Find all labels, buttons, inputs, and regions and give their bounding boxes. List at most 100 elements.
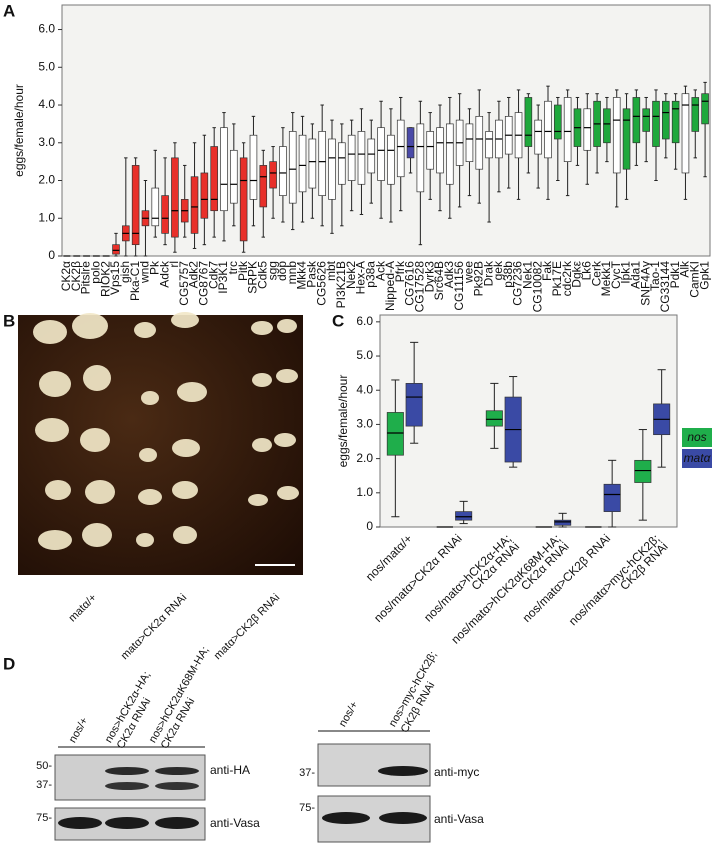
x-tick-label: Adck — [157, 260, 171, 288]
box — [436, 127, 444, 174]
box — [544, 100, 552, 159]
box — [269, 161, 277, 189]
box — [642, 108, 650, 132]
x-tick-label: Pfrk — [393, 260, 407, 282]
box — [416, 123, 425, 193]
x-tick-label: Adk3 — [442, 261, 456, 289]
box — [298, 134, 307, 193]
x-tick-label: CG11156 — [452, 261, 466, 311]
x-tick-label: Alk — [678, 260, 692, 278]
y-tick-label: 5.0 — [38, 59, 55, 73]
box — [455, 511, 473, 521]
y-tick-label: 3.0 — [356, 417, 373, 431]
y-axis-title: eggs/female/hour — [336, 375, 350, 468]
x-tick-label: Dyrk3 — [422, 261, 436, 293]
x-tick-label: mnb — [285, 261, 299, 285]
box — [701, 93, 709, 125]
box — [131, 165, 140, 246]
x-tick-label: trc — [226, 261, 240, 274]
x-tick-label: nos/matα>myc-hCK2β; — [566, 531, 663, 628]
lane-label: nos/+ — [337, 699, 361, 729]
band — [155, 817, 199, 829]
x-tick-label: p38a — [363, 261, 377, 288]
box — [554, 104, 562, 140]
x-tick-label: p38b — [501, 261, 515, 288]
x-tick-label: gek — [491, 260, 505, 280]
y-tick-label: 5.0 — [356, 348, 373, 362]
marker: 75- — [36, 812, 52, 824]
band — [155, 782, 199, 790]
band — [105, 817, 149, 829]
plot-area — [379, 314, 678, 528]
box — [475, 115, 484, 170]
y-axis-title: eggs/female/hour — [12, 84, 26, 177]
box — [524, 97, 533, 147]
box — [239, 157, 248, 242]
box — [386, 412, 404, 456]
x-tick-label: dop — [275, 261, 289, 281]
x-tick-label: CG5757 — [177, 261, 191, 306]
x-tick-label: SRPK — [246, 261, 260, 294]
box — [671, 100, 680, 144]
x-tick-label: nos/matα/+ — [363, 531, 415, 583]
x-tick-label: Hex-A — [354, 261, 368, 294]
box — [406, 127, 415, 159]
x-tick-label: CK2α — [59, 261, 73, 291]
legend-swatch — [682, 428, 712, 447]
lane-labels: nos/+ nos>hCK2α-HA; CK2α RNAi nos>hCK2αK… — [67, 645, 212, 751]
x-tick-label: Lk6 — [579, 261, 593, 281]
band — [105, 767, 149, 775]
band — [105, 782, 149, 790]
box — [200, 172, 209, 219]
box — [622, 108, 631, 170]
x-tick-label: gish — [118, 261, 132, 283]
x-tick-label: Cdk7 — [206, 261, 220, 289]
x-tick-label: Fak — [540, 260, 554, 281]
box — [318, 131, 326, 196]
box — [328, 138, 336, 200]
x-tick-label: Src64B — [432, 261, 446, 300]
legend-label: nos — [687, 430, 706, 444]
box — [220, 127, 228, 212]
marker: 37- — [36, 779, 52, 791]
x-tick-label: Pk17E — [550, 261, 564, 296]
band — [58, 817, 102, 829]
y-tick-label: 1.0 — [38, 210, 55, 224]
panel-letter: A — [3, 1, 15, 20]
y-tick-label: 4.0 — [356, 382, 373, 396]
box — [426, 131, 434, 170]
x-tick-label: CG17528 — [413, 261, 427, 313]
blot — [317, 743, 431, 787]
band — [155, 767, 199, 775]
panel-letter: C — [332, 311, 344, 330]
antibody: anti-Vasa — [210, 816, 260, 830]
band — [322, 812, 370, 824]
sample-label: matα>CK2β RNAi — [212, 592, 282, 662]
box — [465, 123, 474, 162]
box — [338, 142, 346, 185]
x-tick-label: Pask — [305, 260, 319, 288]
x-tick-label: Ipk1 — [619, 261, 633, 284]
y-tick-label: 6.0 — [38, 22, 55, 36]
y-tick-label: 6.0 — [356, 314, 373, 328]
box — [446, 123, 454, 185]
box — [485, 410, 503, 427]
sample-label: matα>CK2α RNAi — [119, 592, 189, 662]
box — [151, 187, 160, 227]
box — [161, 195, 169, 234]
antibody: anti-Vasa — [434, 812, 484, 826]
legend-swatch — [682, 449, 712, 468]
photo — [18, 312, 303, 575]
x-tick-label: Cerk — [589, 260, 603, 286]
x-tick-label: CG5626 — [314, 261, 328, 306]
box — [171, 157, 179, 238]
x-tick-label: Pdk1 — [668, 261, 682, 289]
box — [634, 459, 652, 483]
box — [396, 119, 405, 178]
plot-area — [61, 4, 711, 257]
x-tick-label: Drak — [481, 260, 495, 286]
box — [112, 244, 120, 255]
box — [308, 138, 317, 189]
x-tick-label: Pka-C1 — [128, 261, 142, 301]
